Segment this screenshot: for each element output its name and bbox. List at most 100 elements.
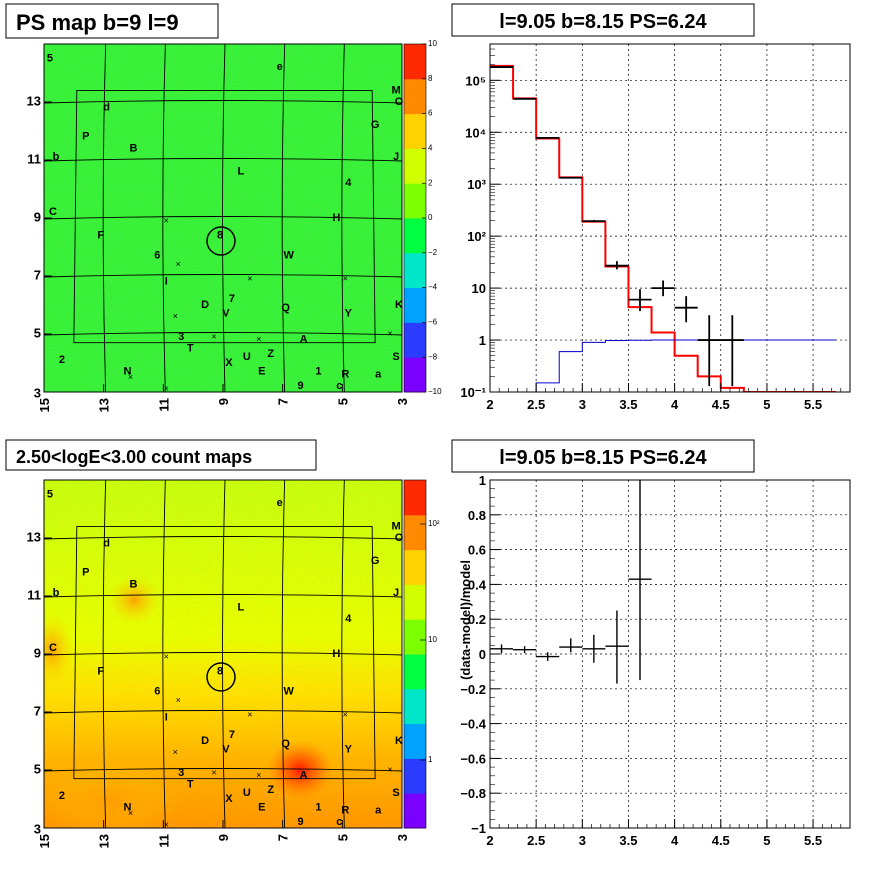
source-label: G — [371, 555, 380, 567]
source-marker: × — [173, 311, 178, 321]
source-label: P — [82, 131, 89, 143]
source-label: U — [243, 787, 251, 799]
y-tick-label: 5 — [34, 761, 41, 776]
y-tick-label: −0.4 — [460, 717, 486, 732]
y-tick-label: 1 — [479, 473, 486, 488]
colorbar-segment — [404, 113, 426, 149]
count-map-coordinate-grid — [44, 480, 402, 828]
y-tick-label: 1 — [479, 333, 486, 348]
y-tick-label: −0.2 — [460, 682, 486, 697]
colorbar-tick-label: −8 — [428, 352, 438, 361]
x-tick-label: 11 — [156, 834, 171, 848]
source-label: R — [341, 805, 349, 817]
parallel-line — [44, 158, 402, 162]
source-label: 6 — [154, 686, 160, 698]
source-label: 1 — [315, 802, 321, 814]
y-tick-label: 0.2 — [468, 612, 486, 627]
source-label: e — [277, 61, 283, 73]
source-marker: × — [247, 273, 252, 283]
colorbar-tick-label: −6 — [428, 318, 438, 327]
x-tick-label: 9 — [216, 398, 231, 405]
source-marker: × — [128, 808, 133, 818]
spectrum-title: l=9.05 b=8.15 PS=6.24 — [499, 11, 707, 33]
source-label: C — [49, 642, 57, 654]
y-tick-label: 10³ — [467, 177, 486, 192]
x-tick-label: 4 — [671, 833, 679, 848]
count-map-panel: 2.50<logE<3.00 count maps e MOd G P Bb J L 4 H C F… — [5, 439, 440, 848]
source-label: c — [336, 380, 342, 392]
source-marker: × — [128, 372, 133, 382]
parallel-line — [44, 216, 402, 220]
colorbar-segment — [404, 44, 426, 80]
x-tick-label: 5 — [335, 398, 350, 405]
source-label: 5 — [47, 488, 53, 500]
spectrum-title-box — [451, 3, 755, 37]
y-tick-label: 13 — [27, 529, 41, 544]
count-map-title: 2.50<logE<3.00 count maps — [16, 447, 252, 467]
x-tick-label: 5 — [335, 834, 350, 841]
spectrum-panel: l=9.05 b=8.15 PS=6.24 2 2.5 3 3.5 4 4.5 5 5.5 10… — [451, 3, 851, 412]
source-label: T — [187, 342, 194, 354]
source-label: V — [222, 308, 230, 320]
x-tick-label: 3 — [395, 834, 410, 841]
colorbar-tick-label: 10 — [428, 635, 437, 644]
source-label: a — [375, 805, 382, 817]
parallel-line — [44, 536, 402, 540]
y-tick-label: 7 — [34, 703, 41, 718]
ps-map-coordinate-grid — [44, 44, 402, 392]
colorbar-segment — [404, 688, 426, 725]
source-label: L — [238, 166, 245, 178]
spectrum-plot-area — [490, 64, 837, 392]
source-marker: × — [343, 709, 348, 719]
source-label: c — [336, 816, 342, 828]
ps-map-colorbar: 10 8 6 4 2 0 −2 −4 −6 −8 −10 — [403, 39, 442, 396]
source-marker: × — [387, 328, 392, 338]
colorbar-tick-label: 6 — [428, 109, 433, 118]
source-label: Y — [345, 744, 353, 756]
colorbar-segment — [404, 322, 426, 358]
source-label: a — [375, 369, 382, 381]
x-tick-label: 3.5 — [619, 397, 637, 412]
source-label: K — [395, 735, 403, 747]
source-label: H — [332, 212, 340, 224]
colorbar-segment — [404, 723, 426, 759]
colorbar-tick-label: 4 — [428, 144, 433, 153]
x-tick-label: 5.5 — [804, 397, 822, 412]
count-map-colorbar: 10² 10 1 — [403, 479, 440, 829]
source-label: J — [393, 151, 399, 163]
source-marker: × — [176, 259, 181, 269]
source-label: Z — [267, 784, 274, 796]
colorbar-tick-label: 1 — [428, 755, 433, 764]
source-label: R — [341, 369, 349, 381]
source-label: D — [201, 735, 209, 747]
meridian-line — [162, 480, 166, 828]
x-tick-label: 4.5 — [712, 397, 730, 412]
source-label: F — [97, 665, 104, 677]
source-label: b — [53, 151, 60, 163]
x-tick-label: 11 — [156, 398, 171, 412]
residual-y-axis-label: (data-model)/model — [458, 560, 473, 680]
x-tick-label: 15 — [37, 398, 52, 412]
source-label: B — [130, 578, 138, 590]
source-marker: × — [173, 747, 178, 757]
source-label: 1 — [315, 366, 321, 378]
source-marker: × — [164, 215, 169, 225]
source-label: d — [103, 538, 110, 550]
source-label: Y — [345, 308, 353, 320]
source-label: U — [243, 351, 251, 363]
colorbar-segment — [404, 514, 426, 551]
source-label: O — [395, 96, 404, 108]
count-map-roi-circle — [206, 662, 236, 692]
source-label: 2 — [59, 790, 65, 802]
x-tick-label: 7 — [276, 398, 291, 405]
parallel-line — [44, 274, 402, 278]
spectrum-axis-ticks: 2 2.5 3 3.5 4 4.5 5 5.5 10⁻¹ 1 10 10² 10³ 10⁴ 10⁵ — [460, 48, 851, 412]
source-marker: × — [164, 819, 169, 829]
x-tick-label: 4 — [671, 397, 679, 412]
parallel-line — [44, 652, 402, 656]
source-marker: × — [343, 273, 348, 283]
residual-grid — [490, 480, 850, 828]
colorbar-segment — [404, 758, 426, 794]
